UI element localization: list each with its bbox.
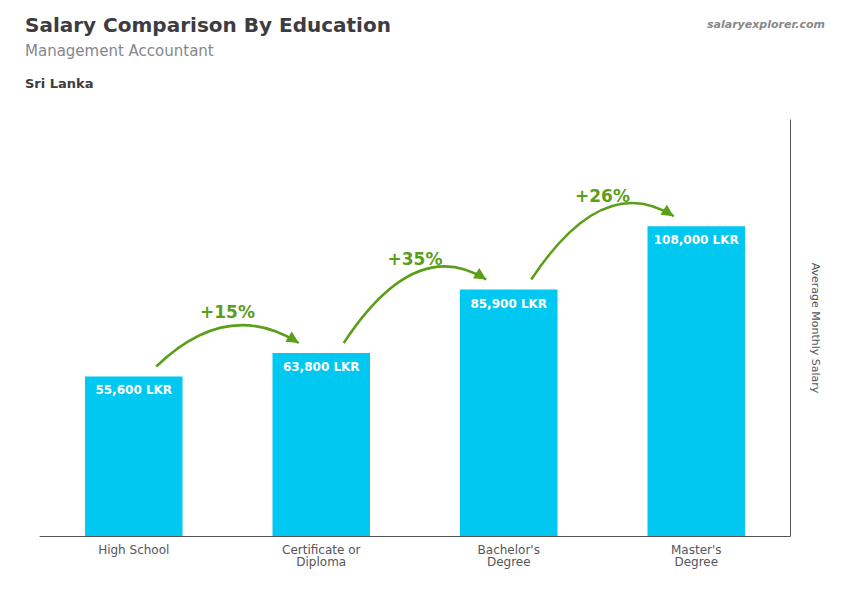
svg-text:63,800 LKR: 63,800 LKR — [283, 360, 360, 374]
svg-text:Certificate or: Certificate or — [282, 543, 361, 557]
svg-text:Diploma: Diploma — [296, 555, 346, 569]
svg-text:+15%: +15% — [200, 302, 255, 322]
svg-text:Sri Lanka: Sri Lanka — [25, 76, 94, 91]
svg-text:salaryexplorer.com: salaryexplorer.com — [707, 18, 825, 31]
svg-text:Master's: Master's — [671, 543, 722, 557]
svg-text:+26%: +26% — [575, 186, 630, 206]
svg-text:Management Accountant: Management Accountant — [25, 42, 214, 60]
svg-text:Average Monthly Salary: Average Monthly Salary — [809, 263, 822, 394]
svg-text:Salary Comparison By Education: Salary Comparison By Education — [25, 13, 391, 37]
svg-text:85,900 LKR: 85,900 LKR — [470, 297, 547, 311]
svg-text:Degree: Degree — [487, 555, 531, 569]
svg-text:55,600 LKR: 55,600 LKR — [95, 383, 172, 397]
svg-text:108,000 LKR: 108,000 LKR — [654, 233, 739, 247]
svg-text:Degree: Degree — [674, 555, 718, 569]
svg-text:+35%: +35% — [388, 249, 443, 269]
svg-text:High School: High School — [98, 543, 169, 557]
svg-text:Bachelor's: Bachelor's — [477, 543, 540, 557]
